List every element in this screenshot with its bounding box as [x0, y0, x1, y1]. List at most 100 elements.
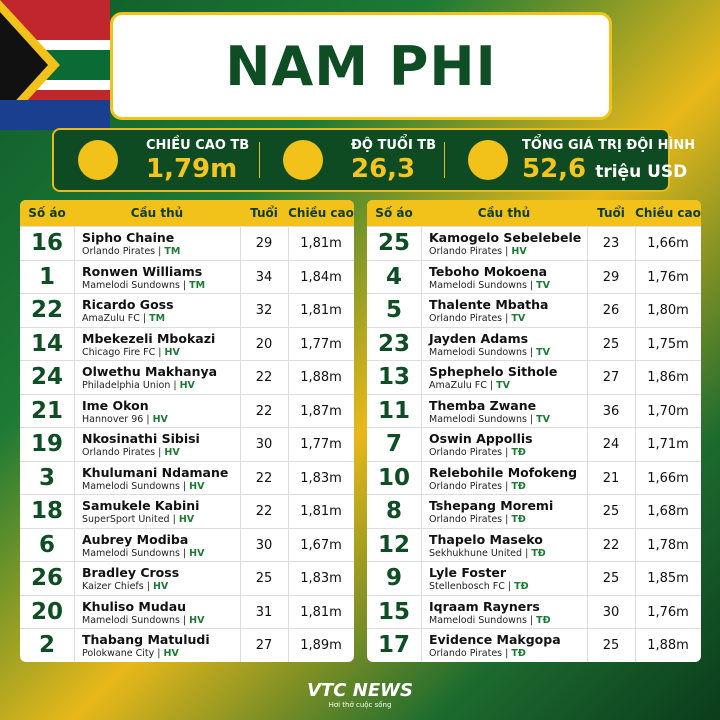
- player-name: Khuliso Mudau: [82, 598, 187, 614]
- age: 22: [602, 537, 620, 553]
- position: TV: [511, 313, 526, 324]
- stat: ĐỘ TUỔI TB 26,3: [259, 130, 439, 190]
- shirt-number: 12: [377, 531, 410, 558]
- player-row: 20 Khuliso Mudau Mamelodi Sundowns | HV 31 1…: [20, 594, 354, 630]
- club-name: Philadelphia Union: [82, 380, 171, 391]
- age: 29: [255, 236, 273, 251]
- age: 32: [255, 303, 273, 318]
- position: HV: [189, 547, 205, 559]
- club: Kaizer Chiefs | HV: [82, 581, 169, 592]
- position: TM: [149, 313, 166, 324]
- height: 1,81m: [300, 504, 342, 519]
- age: 21: [602, 470, 620, 486]
- stat-value: 26,3: [351, 154, 415, 184]
- club-name: Mamelodi Sundowns: [429, 346, 527, 358]
- player-row: 24 Olwethu Makhanya Philadelphia Union | H…: [20, 360, 354, 395]
- age: 29: [602, 269, 620, 285]
- player-name: Sipho Chaine: [82, 230, 175, 245]
- position: HV: [189, 480, 205, 492]
- position: HV: [189, 614, 205, 626]
- club-name: Orlando Pirates: [429, 246, 503, 257]
- shirt-number: 19: [30, 431, 63, 457]
- column-line: [635, 226, 636, 662]
- height: 1,68m: [647, 504, 689, 519]
- stat-icon: [468, 140, 508, 180]
- player-name: Khulumani Ndamane: [82, 464, 229, 480]
- position: HV: [511, 246, 527, 257]
- value: 52,6: [522, 154, 587, 184]
- club-name: Mamelodi Sundowns: [82, 547, 180, 559]
- club-name: AmaZulu FC: [429, 380, 487, 391]
- age: 22: [255, 504, 273, 519]
- club-name: Orlando Pirates: [429, 480, 503, 492]
- club: Orlando Pirates | TĐ: [429, 480, 526, 492]
- position: TM: [164, 246, 181, 257]
- roster-table: Số áo Cầu thủ Tuổi Chiều cao 25 Kamogelo Sebe…: [367, 200, 701, 662]
- position: HV: [179, 380, 195, 391]
- club-name: Orlando Pirates: [82, 447, 156, 458]
- player-name: Olwethu Makhanya: [82, 364, 218, 379]
- shirt-number: 10: [377, 464, 410, 491]
- club-name: Kaizer Chiefs: [82, 581, 144, 592]
- player-row: 14 Mbekezeli Mbokazi Chicago Fire FC | HV 2…: [20, 326, 354, 362]
- column-line: [240, 226, 241, 662]
- player-name: Mbekezeli Mbokazi: [82, 330, 216, 346]
- height: 1,83m: [300, 571, 342, 586]
- player-name: Jayden Adams: [429, 330, 529, 346]
- stat-label: CHIỀU CAO TB: [146, 138, 250, 153]
- age: 25: [602, 571, 620, 586]
- club: Mamelodi Sundowns | HV: [82, 547, 205, 559]
- height: 1,77m: [300, 437, 342, 452]
- club-name: Orlando Pirates: [82, 246, 156, 257]
- club: SuperSport United | HV: [82, 514, 195, 525]
- club-name: Mamelodi Sundowns: [429, 614, 527, 626]
- footer: VTC NEWS Hơi thở cuộc sống: [0, 680, 720, 709]
- position: TV: [536, 279, 551, 291]
- club-name: SuperSport United: [82, 514, 170, 525]
- player-name: Evidence Makgopa: [429, 632, 561, 647]
- logo: VTC NEWS: [307, 680, 413, 701]
- shirt-number: 8: [385, 498, 402, 524]
- player-name: Ronwen Williams: [82, 263, 203, 279]
- shirt-number: 9: [385, 565, 402, 591]
- club: Mamelodi Sundowns | HV: [82, 614, 205, 626]
- shirt-number: 15: [377, 598, 410, 625]
- player-row: 7 Oswin Appollis Orlando Pirates | TĐ 24 1,7…: [367, 427, 701, 462]
- position: TV: [536, 346, 551, 358]
- player-name: Iqraam Rayners: [429, 598, 540, 614]
- club-name: Orlando Pirates: [429, 447, 503, 458]
- player-row: 1 Ronwen Williams Mamelodi Sundowns | TM 34…: [20, 259, 354, 295]
- player-row: 26 Bradley Cross Kaizer Chiefs | HV 25 1,83m: [20, 561, 354, 596]
- position: TĐ: [514, 581, 529, 592]
- player-row: 3 Khulumani Ndamane Mamelodi Sundowns | HV…: [20, 460, 354, 496]
- club-name: Orlando Pirates: [429, 514, 503, 525]
- position: TĐ: [511, 648, 526, 659]
- club-name: AmaZulu FC: [82, 313, 140, 324]
- shirt-number: 13: [377, 364, 410, 390]
- shirt-number: 17: [377, 632, 410, 658]
- player-row: 11 Themba Zwane Mamelodi Sundowns | TV 36 1,…: [367, 393, 701, 429]
- stat: CHIỀU CAO TB 1,79m: [54, 130, 254, 190]
- header-cell: Cầu thủ: [477, 206, 531, 220]
- player-name: Kamogelo Sebelebele: [429, 230, 582, 245]
- club: Orlando Pirates | TM: [82, 246, 181, 257]
- divider: [259, 142, 260, 178]
- shirt-number: 5: [385, 297, 402, 323]
- position: HV: [152, 413, 168, 425]
- club: Orlando Pirates | HV: [429, 246, 527, 257]
- player-name: Samukele Kabini: [82, 498, 200, 513]
- age: 27: [255, 638, 273, 653]
- age: 30: [255, 437, 273, 452]
- stat-label: TỔNG GIÁ TRỊ ĐỘI HÌNH: [522, 138, 696, 153]
- player-row: 8 Tshepang Moremi Orlando Pirates | TĐ 25 1,…: [367, 494, 701, 529]
- height: 1,77m: [300, 336, 342, 352]
- player-row: 15 Iqraam Rayners Mamelodi Sundowns | TĐ 30…: [367, 594, 701, 630]
- shirt-number: 20: [30, 598, 63, 625]
- age: 26: [602, 303, 620, 318]
- player-name: Ime Okon: [82, 397, 149, 413]
- age: 22: [255, 370, 273, 385]
- player-row: 12 Thapelo Maseko Sekhukhune United | TĐ 22…: [367, 527, 701, 563]
- club: AmaZulu FC | TV: [429, 380, 510, 391]
- club-name: Mamelodi Sundowns: [82, 614, 180, 626]
- shirt-number: 25: [377, 230, 410, 256]
